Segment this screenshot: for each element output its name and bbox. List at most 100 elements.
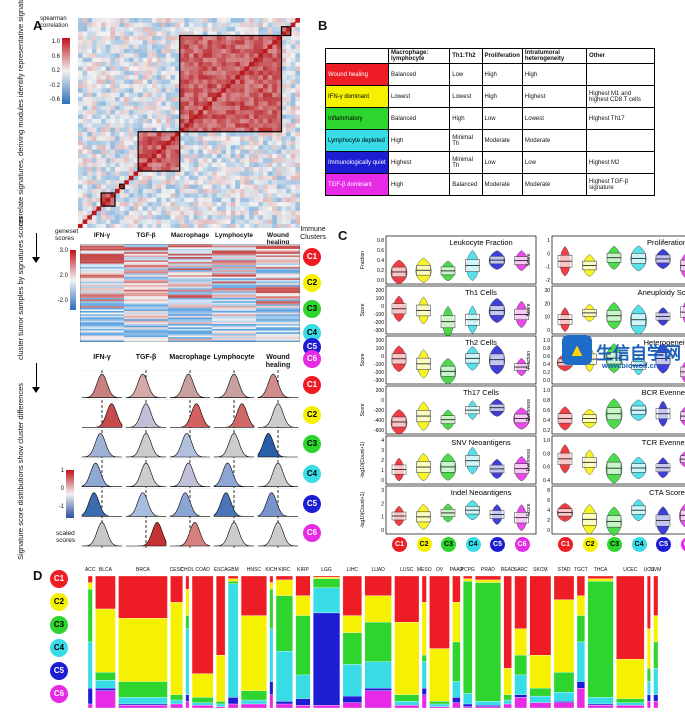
corr-cell [91,66,97,71]
corr-cell [267,53,273,58]
geneset-cell [80,333,124,336]
violin-title: Leukocyte Fraction [449,238,512,247]
corr-cell [230,140,236,146]
corr-cell [110,109,116,115]
corr-cell [207,166,213,172]
violin-tick: 200 [376,338,385,344]
corr-cell [272,57,278,63]
cancer-bar-segment [240,699,267,705]
corr-cell [295,88,300,93]
corr-cell [184,153,190,159]
corr-cell [96,144,102,150]
density-header: Wound healing [265,354,291,369]
corr-cell [258,153,264,159]
corr-cell [179,105,185,111]
corr-cell [91,88,97,93]
corr-cell [295,48,300,54]
corr-cell [221,193,227,198]
corr-cell [281,79,287,84]
corr-cell [78,22,83,28]
corr-cell [110,153,116,159]
corr-cell [230,114,236,119]
corr-cell [258,166,264,172]
corr-cell [156,214,162,220]
corr-cell [244,136,250,141]
corr-cell [165,127,171,133]
corr-cell [207,214,213,220]
corr-cell [207,153,213,159]
corr-cell [295,53,300,58]
corr-cell [281,144,287,150]
corr-cell [239,35,245,41]
corr-cell [96,127,102,133]
corr-cell [91,74,97,80]
corr-cell [138,79,144,84]
geneset-cell [80,304,124,307]
corr-cell [105,114,111,119]
corr-cell [202,171,208,176]
corr-cell [207,201,213,207]
corr-cell [161,201,167,207]
corr-cell [78,158,83,163]
cluster-badge: C2 [303,274,321,292]
density-curve [81,433,123,458]
corr-cell [87,153,93,159]
corr-cell [249,88,255,93]
geneset-cell [80,284,124,287]
corr-cell [156,53,162,58]
corr-cell [78,35,83,41]
corr-cell [119,35,125,41]
corr-cell [263,162,268,168]
corr-cell [110,131,116,137]
corr-cell [239,96,245,102]
corr-cell [189,206,194,211]
geneset-cell [80,315,124,318]
corr-cell [235,144,241,150]
corr-cell [119,219,125,224]
corr-cell [295,22,300,28]
geneset-cell [256,284,300,287]
corr-cell [189,140,194,146]
corr-cell [156,206,162,211]
corr-cell [281,193,287,198]
geneset-cell [124,291,168,294]
corr-cell [138,171,144,176]
corr-cell [281,201,287,207]
corr-cell [286,101,292,106]
corr-cell [281,114,287,119]
corr-cell [133,153,139,159]
corr-cell [124,48,130,54]
table-cell: Low [481,151,523,174]
corr-cell [193,162,199,168]
geneset-cell [212,291,256,294]
corr-cell [96,201,102,207]
geneset-cell [124,271,168,274]
corr-cell [276,206,282,211]
cancer-bar-segment [216,655,226,702]
corr-cell [128,109,134,115]
corr-cell [272,184,278,189]
corr-cell [212,210,218,216]
corr-cell [119,53,125,58]
corr-cell [165,136,171,141]
corr-cell [152,79,157,84]
corr-cell [110,70,116,76]
corr-cell [105,92,111,98]
corr-cell [152,136,157,141]
corr-cell [184,48,190,54]
corr-cell [105,179,111,185]
corr-cell [133,61,139,67]
corr-cell [161,53,167,58]
d-cluster-badge: C4 [50,639,68,657]
geneset-cell [256,261,300,264]
corr-cell [258,18,264,23]
corr-cell [147,105,153,111]
corr-cell [165,88,171,93]
corr-cell [258,48,264,54]
corr-cell [286,171,292,176]
corr-cell [170,35,176,41]
geneset-cell [80,279,124,282]
corr-cell [286,136,292,141]
corr-cell [138,74,144,80]
cancer-bar-segment [95,688,116,691]
